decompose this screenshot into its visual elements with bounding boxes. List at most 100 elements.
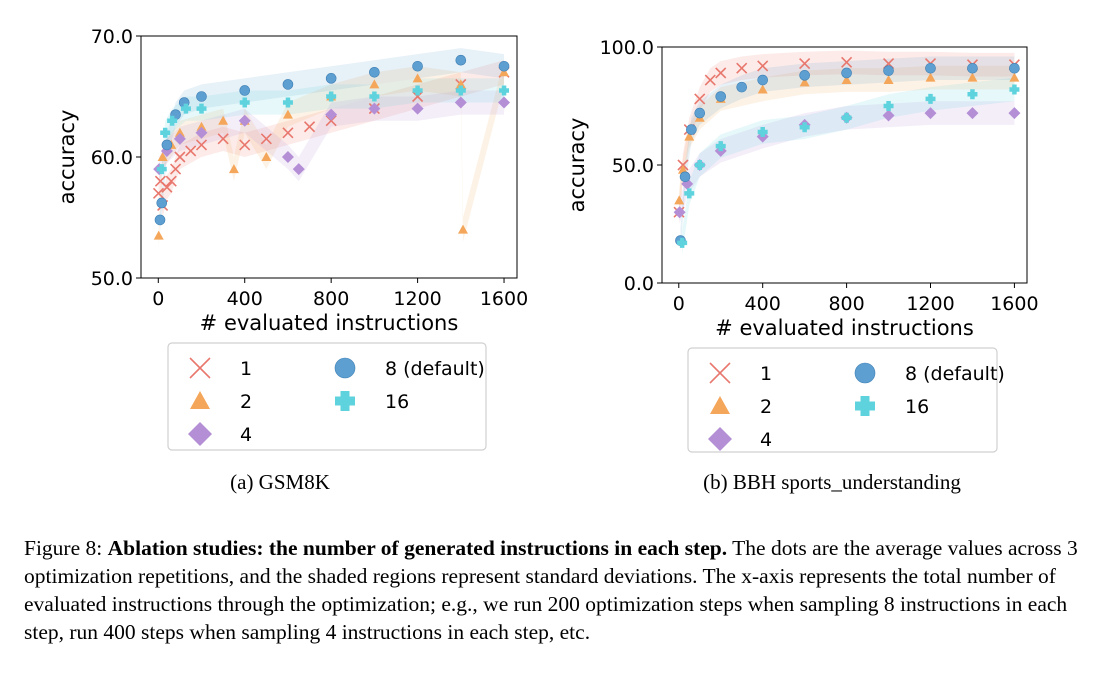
bbh-point-2-0: [673, 206, 686, 219]
bbh-point-0-8: [799, 57, 811, 70]
bbh-point-3-6: [757, 74, 768, 86]
gsm8k-ytick-label: 50.0: [91, 268, 133, 290]
bbh-point-1-5: [757, 84, 768, 94]
gsm8k-point-4-5: [239, 97, 250, 108]
gsm8k-point-2-7: [325, 108, 338, 121]
gsm8k-point-4-10: [455, 85, 466, 96]
bbh-point-3-2: [686, 124, 697, 135]
gsm8k-point-1-6: [228, 164, 239, 174]
gsm8k-std-band-0: [158, 60, 505, 218]
bbh-std-band-4: [682, 77, 1015, 255]
bbh-ylabel: accuracy: [565, 118, 589, 213]
bbh-point-1-7: [841, 75, 852, 85]
gsm8k-point-0-16: [412, 90, 424, 103]
bbh-point-3-5: [736, 81, 748, 93]
caption-prefix: Figure 8:: [24, 536, 103, 560]
gsm8k-point-1-15: [499, 67, 510, 77]
gsm8k-point-2-2: [173, 132, 186, 145]
panel-gsm8k: 0 400 800 1200 1600 50.0 60.0 70.0 # evaluated i…: [0, 0, 560, 500]
bbh-point-3-12: [1009, 62, 1020, 74]
gsm8k-point-2-8: [368, 102, 381, 115]
gsm8k-legend-marker-0: [189, 357, 211, 379]
bbh-point-4-4: [757, 126, 768, 137]
gsm8k-point-1-13: [455, 79, 466, 89]
gsm8k-point-1-8: [261, 152, 272, 161]
gsm8k-point-3-9: [369, 67, 380, 78]
gsm8k-point-0-8: [195, 139, 208, 151]
bbh-point-1-9: [925, 72, 936, 82]
gsm8k-point-1-0: [153, 230, 164, 240]
gsm8k-point-2-6: [292, 163, 305, 176]
bbh-point-1-10: [967, 72, 978, 82]
bbh-point-4-7: [883, 101, 894, 111]
gsm8k-point-2-3: [195, 126, 208, 139]
gsm8k-legend-label-1: 2: [240, 391, 252, 413]
bbh-xtick-label: 0: [673, 293, 685, 315]
bbh-series-4: [677, 84, 1020, 248]
bbh-std-band-0: [678, 50, 1015, 224]
bbh-ytick-label: 100.0: [600, 37, 654, 59]
gsm8k-point-2-11: [498, 96, 511, 109]
gsm8k-point-3-7: [282, 79, 294, 90]
gsm8k-xtick-label: 800: [313, 288, 349, 310]
gsm8k-point-4-0: [156, 164, 167, 175]
gsm8k-point-3-5: [196, 91, 207, 102]
gsm8k-point-0-4: [165, 175, 177, 187]
subcaption-bbh: (b) BBH sports_understanding: [703, 470, 961, 494]
bbh-point-0-5: [715, 67, 727, 79]
bbh-legend-marker-1: [710, 396, 730, 414]
bbh-legend-box: [687, 347, 998, 453]
bbh-point-4-6: [841, 112, 852, 123]
bbh-point-1-1: [677, 164, 688, 174]
gsm8k-series-4: [156, 85, 510, 175]
gsm8k-point-0-7: [185, 145, 197, 157]
bbh-point-4-0: [677, 237, 688, 248]
gsm8k-point-1-12: [412, 73, 423, 83]
gsm8k-point-4-9: [412, 85, 423, 96]
gsm8k-point-4-1: [160, 127, 171, 138]
gsm8k-point-3-0: [154, 214, 166, 226]
bbh-point-2-7: [882, 109, 895, 122]
gsm8k-point-2-4: [238, 114, 251, 127]
bbh-point-3-1: [679, 171, 691, 183]
bbh-point-3-3: [694, 107, 706, 119]
gsm8k-legend-marker-2: [188, 422, 212, 446]
gsm8k-point-1-4: [196, 121, 207, 131]
gsm8k-xtick-label: 400: [227, 288, 263, 310]
bbh-legend-marker-4: [855, 396, 875, 416]
bbh-point-0-7: [757, 60, 769, 72]
gsm8k-point-3-1: [156, 197, 168, 209]
gsm8k-ylabel: accuracy: [55, 110, 79, 205]
gsm8k-point-1-5: [218, 115, 229, 125]
gsm8k-legend-label-3: 8 (default): [385, 358, 485, 380]
gsm8k-legend-marker-3: [334, 357, 356, 379]
bbh-point-3-7: [799, 70, 810, 81]
bbh-legend-label-4: 16: [905, 396, 929, 418]
caption-title: Ablation studies: the number of generate…: [107, 536, 728, 560]
gsm8k-point-3-6: [239, 85, 251, 96]
gsm8k-point-0-14: [325, 115, 337, 127]
gsm8k-point-3-2: [161, 139, 173, 151]
bbh-legend-label-3: 8 (default): [905, 363, 1005, 385]
gsm8k-ytick-label: 70.0: [91, 26, 133, 48]
bbh-series-2: [673, 107, 1021, 219]
gsm8k-point-4-4: [196, 103, 207, 114]
subcaption-gsm8k: (a) GSM8K: [230, 470, 330, 494]
gsm8k-chart: 0 400 800 1200 1600 50.0 60.0 70.0 # evaluated i…: [55, 26, 528, 451]
gsm8k-point-2-9: [411, 102, 424, 115]
gsm8k-point-4-8: [369, 91, 380, 102]
bbh-xtick-label: 800: [828, 293, 864, 315]
figure-caption: Figure 8: Ablation studies: the number o…: [24, 534, 1086, 646]
bbh-point-1-6: [799, 77, 810, 87]
bbh-point-3-10: [925, 62, 936, 74]
gsm8k-point-0-13: [303, 121, 316, 133]
bbh-legend-label-1: 2: [760, 396, 772, 418]
bbh-ytick-label: 0.0: [624, 273, 654, 295]
gsm8k-point-4-2: [167, 115, 178, 126]
gsm8k-point-0-10: [239, 139, 251, 151]
gsm8k-point-0-5: [170, 163, 182, 175]
gsm8k-point-3-12: [498, 60, 510, 72]
bbh-point-0-9: [841, 56, 853, 68]
gsm8k-xtick-label: 1600: [480, 288, 528, 310]
bbh-point-4-8: [925, 93, 936, 104]
